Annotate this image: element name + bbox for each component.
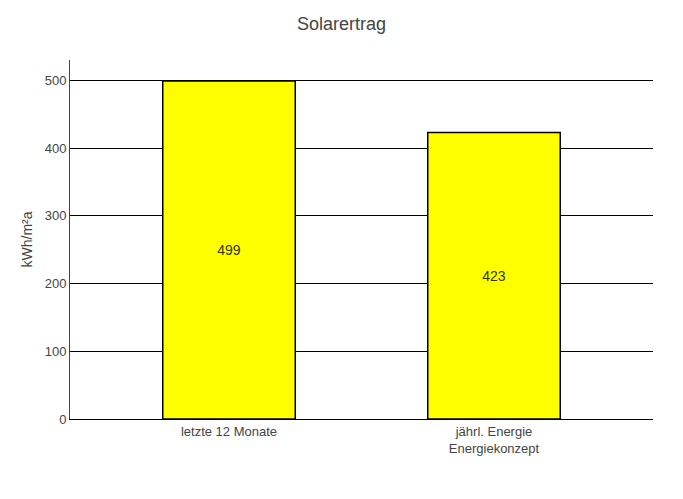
svg-text:jährl. EnergieEnergiekonzept: jährl. EnergieEnergiekonzept (449, 424, 540, 456)
svg-text:Solarertrag: Solarertrag (297, 14, 386, 34)
svg-text:300: 300 (45, 208, 67, 223)
svg-text:400: 400 (45, 141, 67, 156)
svg-text:499: 499 (217, 242, 241, 258)
svg-text:100: 100 (45, 344, 67, 359)
svg-text:500: 500 (45, 73, 67, 88)
svg-text:0: 0 (59, 412, 66, 427)
svg-text:kWh/m²a: kWh/m²a (19, 211, 35, 267)
svg-text:letzte 12 Monate: letzte 12 Monate (181, 424, 277, 439)
svg-text:200: 200 (45, 276, 67, 291)
svg-text:423: 423 (482, 268, 506, 284)
